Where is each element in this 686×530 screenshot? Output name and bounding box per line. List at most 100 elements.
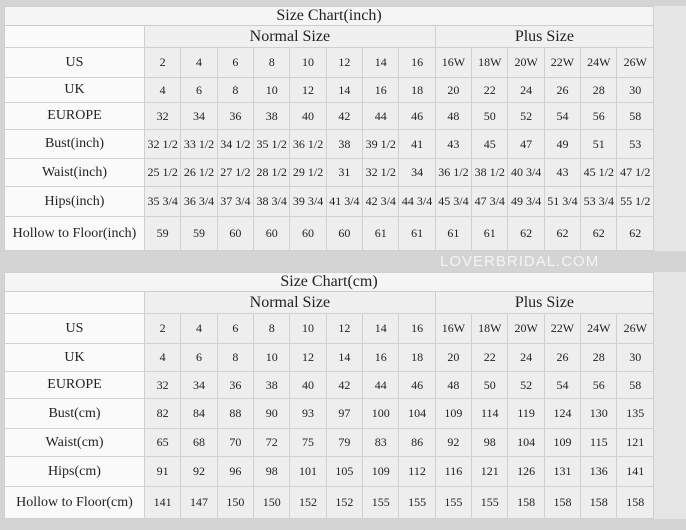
table-cell: 36 [216, 371, 255, 399]
table-cell: 2 [143, 47, 182, 78]
table-cell: 104 [398, 398, 436, 429]
table-cell: 60 [216, 216, 255, 251]
table-cell: 60 [325, 216, 364, 251]
table-cell: 8 [253, 313, 291, 344]
table-cell: 40 3/4 [507, 158, 545, 187]
table-cell: 46 [398, 102, 436, 130]
table-cell: 58 [616, 371, 654, 399]
table-cell: 51 [580, 129, 618, 159]
table-cell: 158 [543, 486, 582, 519]
table-cell: 112 [398, 456, 436, 487]
table-cell: 41 [398, 129, 436, 159]
table-cell: 155 [434, 486, 473, 519]
table-cell: 109 [434, 398, 473, 429]
row-label: Hips(cm) [4, 456, 145, 487]
table-cell: 49 [543, 129, 582, 159]
table-cell: 4 [143, 343, 182, 372]
table-cell: 26 1/2 [180, 158, 218, 187]
table-cell: 14 [362, 47, 400, 78]
table-cell: 22 [471, 343, 509, 372]
normal-size-header: Normal Size [144, 25, 436, 48]
table-cell: 96 [216, 456, 255, 487]
table-row: EUROPE 32 34 36 38 40 42 44 46 48 50 52 54 56 58 [4, 371, 654, 399]
table-cell: 98 [471, 428, 509, 457]
table-cell: 22W [543, 47, 582, 78]
row-label: Waist(cm) [4, 428, 145, 457]
table-cell: 152 [325, 486, 364, 519]
table-cell: 45 3/4 [434, 186, 473, 217]
table-cell: 36 [216, 102, 255, 130]
table-cell: 28 [580, 77, 618, 103]
table-cell: 35 1/2 [253, 129, 291, 159]
table-cell: 92 [434, 428, 473, 457]
table-cell: 114 [471, 398, 509, 429]
table-cell: 47 1/2 [616, 158, 654, 187]
table-cell: 82 [143, 398, 182, 429]
table-row: Waist(inch) 25 1/2 26 1/2 27 1/2 28 1/2 29 1/… [4, 158, 654, 187]
table-cell: 35 3/4 [143, 186, 182, 217]
row-label: Bust(cm) [4, 398, 145, 429]
table-cell: 141 [143, 486, 182, 519]
table-cell: 36 3/4 [180, 186, 218, 217]
table-cell: 45 1/2 [580, 158, 618, 187]
row-label: Bust(inch) [4, 129, 145, 159]
table-cell: 62 [507, 216, 545, 251]
table-cell: 36 1/2 [289, 129, 327, 159]
table-cell: 104 [507, 428, 545, 457]
table-cell: 52 [507, 102, 545, 130]
row-label: Waist(inch) [4, 158, 145, 187]
table-cell: 10 [289, 47, 327, 78]
row-label: Hollow to Floor(inch) [4, 216, 145, 251]
table-cell: 44 [362, 102, 400, 130]
table-cell: 16 [398, 47, 436, 78]
table-cell: 24W [580, 47, 618, 78]
table-cell: 31 [325, 158, 364, 187]
table-cell: 56 [580, 371, 618, 399]
table-cell: 136 [580, 456, 618, 487]
table-cell: 61 [362, 216, 400, 251]
table-cell: 60 [253, 216, 291, 251]
table-cell: 42 3/4 [362, 186, 400, 217]
table-cell: 109 [543, 428, 582, 457]
table-cell: 20W [507, 313, 545, 344]
table-cell: 8 [216, 77, 255, 103]
table-cell: 30 [616, 77, 654, 103]
table-row: Hollow to Floor(inch) 59 59 60 60 60 60 61 61 61 6… [4, 216, 654, 251]
table-cell: 10 [289, 313, 327, 344]
table-cell: 27 1/2 [216, 158, 255, 187]
table-cell: 24 [507, 343, 545, 372]
table-cell: 124 [543, 398, 582, 429]
table-cell: 65 [143, 428, 182, 457]
table-cell: 56 [580, 102, 618, 130]
row-label: UK [4, 77, 145, 103]
table-cell: 33 1/2 [180, 129, 218, 159]
chart-title: Size Chart(cm) [4, 272, 654, 292]
table-cell: 45 [471, 129, 509, 159]
table-cell: 47 3/4 [471, 186, 509, 217]
table-cell: 12 [289, 343, 327, 372]
table-cell: 79 [325, 428, 364, 457]
table-cell: 39 1/2 [362, 129, 400, 159]
table-cell: 130 [580, 398, 618, 429]
table-cell: 18W [471, 313, 509, 344]
table-cell: 141 [616, 456, 654, 487]
plus-size-header: Plus Size [434, 291, 655, 314]
table-cell: 18W [471, 47, 509, 78]
table-cell: 115 [580, 428, 618, 457]
table-cell: 8 [216, 343, 255, 372]
table-cell: 101 [289, 456, 327, 487]
table-cell: 50 [471, 371, 509, 399]
table-cell: 12 [325, 313, 364, 344]
table-row: UK 4 6 8 10 12 14 16 18 20 22 24 26 28 30 [4, 343, 654, 372]
table-cell: 32 1/2 [143, 129, 182, 159]
row-label: UK [4, 343, 145, 372]
table-row: Bust(cm) 82 84 88 90 93 97 100 104 109 114 119 124 13… [4, 398, 654, 429]
table-row: Waist(cm) 65 68 70 72 75 79 83 86 92 98 104 109 115 12… [4, 428, 654, 457]
table-cell: 26W [616, 47, 654, 78]
table-cell: 4 [143, 77, 182, 103]
table-cell: 62 [616, 216, 654, 251]
table-cell: 72 [253, 428, 291, 457]
watermark: LOVERBRIDAL.COM [440, 253, 600, 270]
table-cell: 100 [362, 398, 400, 429]
table-cell: 52 [507, 371, 545, 399]
